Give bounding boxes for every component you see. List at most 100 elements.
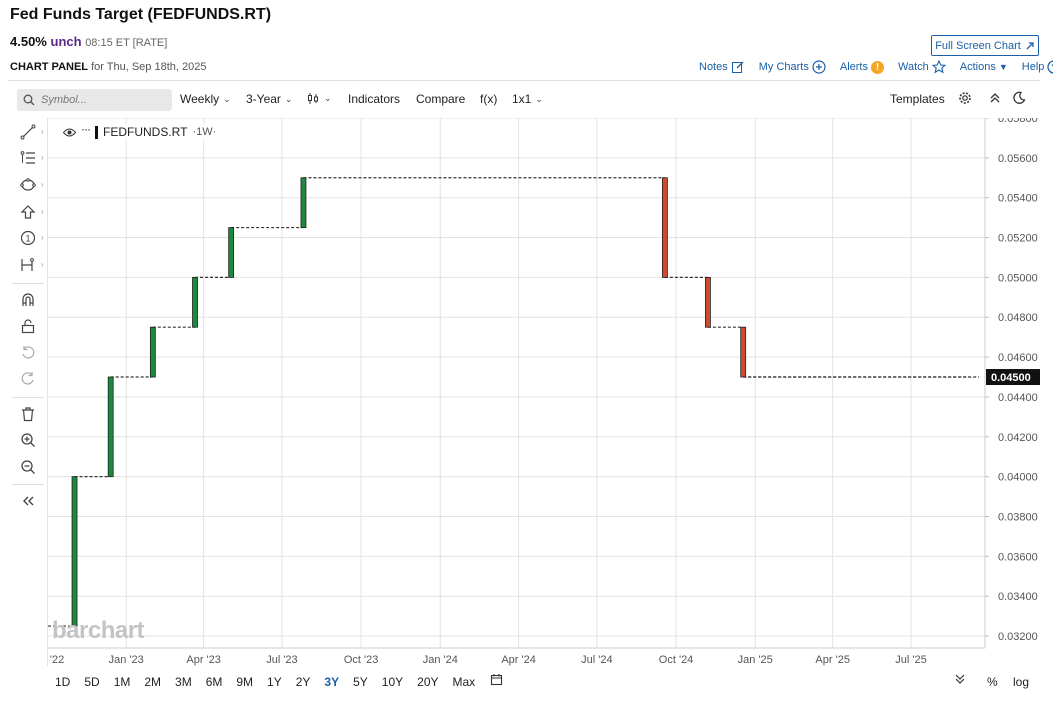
- full-screen-label: Full Screen Chart: [935, 39, 1021, 52]
- rate-hike-bar: [149, 326, 156, 378]
- price-chart[interactable]: 0.05800 0.05600 0.05400 0.05200 0.05000 0.048…: [48, 118, 1048, 668]
- chart-canvas[interactable]: 0.05800 0.05600 0.05400 0.05200 0.05000 0.048…: [48, 118, 1048, 668]
- x-tick-label: Apr '24: [501, 654, 536, 666]
- zoom-out-icon: [21, 460, 35, 474]
- lock-tool[interactable]: [17, 315, 39, 337]
- interval-select[interactable]: Weekly ⌄: [180, 92, 231, 106]
- y-tick-label: 0.04000: [998, 472, 1038, 484]
- expand-arrow-icon[interactable]: ›: [41, 180, 44, 189]
- rate-hike-bar: [192, 276, 198, 328]
- range-button-1d[interactable]: 1D: [55, 675, 71, 689]
- plus-circle-icon: [812, 60, 826, 74]
- symbol-input[interactable]: [41, 94, 161, 106]
- x-tick-label: Jan '23: [109, 654, 144, 666]
- fibonacci-icon: [20, 151, 35, 164]
- rate-cut-bar: [661, 177, 668, 278]
- y-tick-label: 0.04600: [998, 352, 1038, 364]
- chart-panel-label: CHART PANEL: [10, 61, 89, 73]
- range-button-1y[interactable]: 1Y: [267, 675, 282, 689]
- double-chevron-down-icon: [955, 674, 965, 684]
- templates-button[interactable]: Templates: [890, 92, 945, 106]
- actions-label: Actions: [959, 61, 996, 73]
- series-legend[interactable]: ··· FEDFUNDS.RT ·1W·: [60, 122, 220, 140]
- last-value-tag: [986, 369, 1040, 386]
- shapes-tool[interactable]: [17, 174, 39, 196]
- expand-arrow-icon[interactable]: ›: [41, 127, 44, 136]
- delete-button[interactable]: [17, 403, 39, 425]
- top-links: Notes My Charts Alerts ! Watch Actions ▼…: [699, 59, 1053, 75]
- range-button-3y[interactable]: 3Y: [324, 675, 340, 689]
- y-tick-label: 0.05200: [998, 233, 1038, 245]
- range-button-2m[interactable]: 2M: [144, 675, 162, 689]
- numbered-circle-icon: 1: [20, 230, 36, 246]
- chart-panel-line: CHART PANEL for Thu, Sep 18th, 2025: [10, 61, 206, 73]
- arrow-tool[interactable]: [17, 201, 39, 223]
- collapse-button[interactable]: [988, 91, 1002, 105]
- arrow-up-icon: [20, 205, 36, 219]
- barchart-watermark: barchart: [52, 617, 145, 644]
- range-button-2y[interactable]: 2Y: [295, 675, 311, 689]
- more-options-icon[interactable]: ···: [81, 122, 91, 136]
- range-button-9m[interactable]: 9M: [236, 675, 254, 689]
- function-button[interactable]: f(x): [480, 92, 498, 106]
- grid-layer: [48, 118, 985, 648]
- y-tick-label: 0.04800: [998, 312, 1038, 324]
- period-select[interactable]: 3-Year ⌄: [246, 92, 292, 106]
- zoom-in-button[interactable]: [17, 429, 39, 451]
- range-button-20y[interactable]: 20Y: [417, 675, 439, 689]
- measure-tool[interactable]: [17, 254, 39, 276]
- x-tick-label: Jul '25: [895, 654, 926, 666]
- help-link[interactable]: Help ?: [1022, 60, 1053, 74]
- expand-arrow-icon[interactable]: ›: [41, 207, 44, 216]
- expand-down-button[interactable]: [954, 673, 966, 688]
- percent-toggle[interactable]: %: [987, 675, 998, 689]
- range-button-5d[interactable]: 5D: [84, 675, 100, 689]
- quote-line: 4.50% unch 08:15 ET [RATE]: [10, 34, 167, 49]
- alerts-link[interactable]: Alerts !: [840, 60, 884, 74]
- eye-icon[interactable]: [63, 128, 76, 137]
- expand-arrow-icon[interactable]: ›: [41, 260, 44, 269]
- unlock-icon: [21, 319, 35, 334]
- range-button-max[interactable]: Max: [452, 675, 476, 689]
- symbol-search[interactable]: [17, 89, 172, 111]
- compare-button[interactable]: Compare: [416, 92, 466, 106]
- x-tick-label: Apr '23: [186, 654, 221, 666]
- actions-menu[interactable]: Actions ▼: [960, 61, 1008, 73]
- my-charts-link[interactable]: My Charts: [759, 60, 826, 74]
- range-button-10y[interactable]: 10Y: [381, 675, 404, 689]
- full-screen-chart-button[interactable]: Full Screen Chart: [931, 35, 1039, 56]
- indicators-button[interactable]: Indicators: [348, 92, 401, 106]
- range-button-5y[interactable]: 5Y: [353, 675, 368, 689]
- chart-type-select[interactable]: ⌄: [307, 92, 332, 105]
- watch-link[interactable]: Watch: [898, 60, 946, 74]
- chevron-down-icon: ⌄: [535, 93, 543, 104]
- chart-toolbar: Weekly⌄ 3-Year⌄ ⌄ Indicators Compare f(x…: [0, 86, 1053, 114]
- series-color-swatch: [95, 125, 98, 139]
- undo-button[interactable]: [17, 342, 39, 364]
- notes-link[interactable]: Notes: [699, 60, 745, 74]
- redo-button[interactable]: [17, 368, 39, 390]
- expand-arrow-icon[interactable]: ›: [41, 153, 44, 162]
- interval-label: Weekly: [180, 92, 220, 106]
- zoom-out-button[interactable]: [17, 456, 39, 478]
- layout-label: 1x1: [512, 92, 532, 106]
- layout-select[interactable]: 1x1 ⌄: [512, 92, 543, 106]
- expand-arrow-icon[interactable]: ›: [41, 233, 44, 242]
- y-tick-label: 0.04400: [998, 392, 1038, 404]
- date-picker-button[interactable]: [490, 673, 503, 689]
- range-button-6m[interactable]: 6M: [205, 675, 223, 689]
- x-tick-label: Oct '24: [659, 654, 694, 666]
- fib-tool[interactable]: [17, 147, 39, 169]
- collapse-sidebar-button[interactable]: [17, 490, 39, 512]
- magnet-tool[interactable]: [17, 289, 39, 311]
- theme-toggle[interactable]: [1012, 91, 1026, 105]
- trendline-tool[interactable]: [17, 121, 39, 143]
- quote-time: 08:15 ET [RATE]: [85, 37, 168, 49]
- range-button-1m[interactable]: 1M: [113, 675, 131, 689]
- range-button-3m[interactable]: 3M: [175, 675, 192, 689]
- edit-icon: [731, 61, 744, 73]
- settings-button[interactable]: [958, 91, 972, 105]
- x-tick-label: Jul '24: [581, 654, 612, 666]
- annotation-tool[interactable]: 1: [17, 227, 39, 249]
- log-toggle[interactable]: log: [1013, 675, 1030, 689]
